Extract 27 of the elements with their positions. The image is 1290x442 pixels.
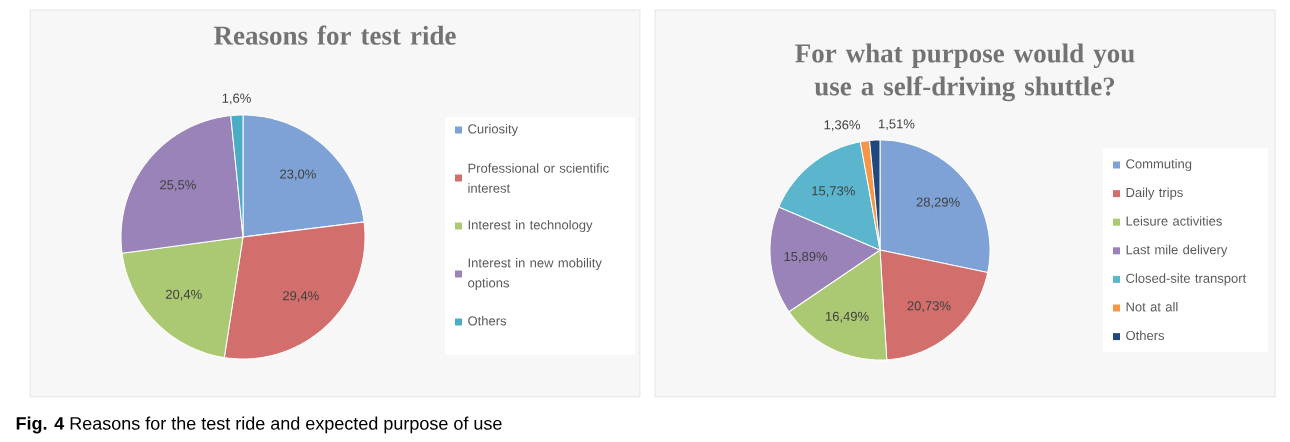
legend-label: Others [468,315,507,326]
data-label: 15,89% [784,251,828,263]
legend-label: Interest in technology [468,219,593,233]
data-label: 16,49% [825,311,869,323]
legend-label: Daily trips [1126,187,1183,200]
text: Fig. 4 Reasons for the test ride and expected purpose of use [16,416,502,434]
data-label: 23,0% [280,169,316,181]
data-label: 25,5% [160,180,196,191]
data-label: 1,36% [824,120,861,131]
data-label: 1,51% [879,119,915,130]
legend-label: Commuting [1126,158,1192,172]
legend-label: Last mile delivery [1126,244,1228,257]
legend-label: Leisure activities [1126,216,1222,226]
data-label: 20,73% [907,301,951,312]
data-label: 28,29% [916,197,960,209]
data-label: 20,4% [165,289,202,301]
data-label: 1,6% [222,93,251,105]
data-label: 15,73% [812,186,855,197]
legend-label: Closed-site transport [1126,273,1247,286]
legend-label: Not at all [1126,301,1178,312]
data-label: 29,4% [283,291,319,302]
legend-label: Interest in new mobility options [468,257,602,291]
chart-title: Reasons for test ride [213,25,456,45]
chart-title: For what purpose would you use a self-driving shuttle? [795,43,1135,102]
legend-label: Curiosity [468,123,519,137]
legend-label: Professional or scientific interest [468,163,609,193]
legend-label: Others [1126,330,1165,341]
